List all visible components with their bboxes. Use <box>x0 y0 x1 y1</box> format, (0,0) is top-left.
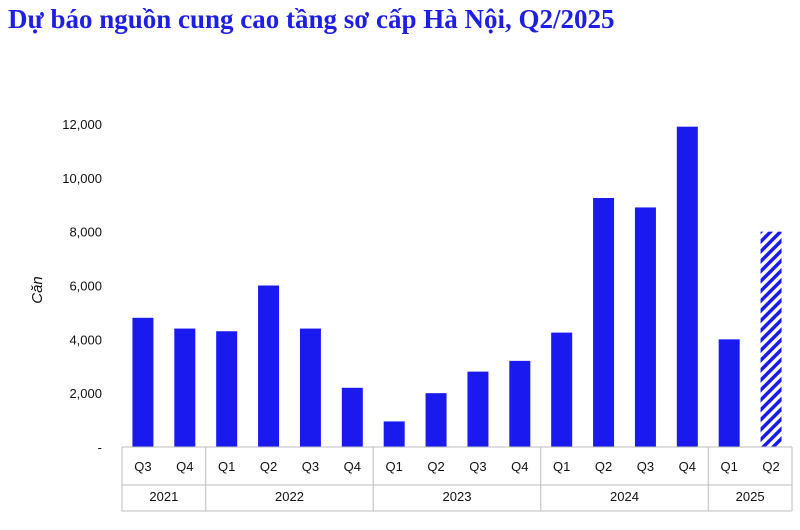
y-axis: - 2,000 4,000 6,000 8,000 10,000 12,000 <box>62 117 102 455</box>
x-tick-quarter: Q3 <box>302 459 319 474</box>
bar <box>467 371 489 447</box>
bar <box>299 328 321 447</box>
bar <box>341 387 363 447</box>
x-tick-quarter: Q3 <box>134 459 151 474</box>
bar <box>383 421 405 447</box>
x-axis: Q3 Q4 Q1 Q2 Q3 Q4 Q1 Q2 Q3 Q4 Q1 Q2 Q3 Q4 Q1 Q2 2021 2022… <box>121 446 793 512</box>
bars <box>132 126 782 448</box>
bar <box>258 285 280 447</box>
x-tick-quarter: Q3 <box>469 459 486 474</box>
y-tick-label: 6,000 <box>69 279 102 294</box>
x-tick-quarter: Q4 <box>176 459 193 474</box>
bar <box>425 393 447 447</box>
y-tick-label: 2,000 <box>69 386 102 401</box>
x-tick-quarter: Q4 <box>679 459 696 474</box>
bar-forecast <box>760 231 782 447</box>
x-tick-year: 2022 <box>275 489 304 504</box>
y-tick-label: - <box>98 440 102 455</box>
x-tick-year: 2023 <box>443 489 472 504</box>
bar <box>216 331 238 447</box>
x-tick-quarter: Q1 <box>721 459 738 474</box>
bar <box>718 339 740 447</box>
bar <box>676 126 698 448</box>
x-tick-quarter: Q2 <box>260 459 277 474</box>
x-tick-quarter: Q3 <box>637 459 654 474</box>
x-tick-quarter: Q1 <box>218 459 235 474</box>
x-tick-quarter: Q1 <box>386 459 403 474</box>
y-tick-label: 4,000 <box>69 332 102 347</box>
x-tick-quarter: Q4 <box>344 459 361 474</box>
bar <box>132 317 154 447</box>
x-tick-year: 2021 <box>149 489 178 504</box>
x-tick-year: 2025 <box>736 489 765 504</box>
x-tick-year: 2024 <box>610 489 639 504</box>
chart-title: Dự báo nguồn cung cao tầng sơ cấp Hà Nội… <box>8 4 615 34</box>
y-tick-label: 12,000 <box>62 117 102 132</box>
bar <box>509 360 531 447</box>
x-tick-quarter: Q2 <box>427 459 444 474</box>
y-axis-label: Căn <box>29 276 46 304</box>
y-tick-label: 10,000 <box>62 171 102 186</box>
x-tick-quarter: Q2 <box>595 459 612 474</box>
bar <box>634 207 656 447</box>
x-tick-quarter: Q4 <box>511 459 528 474</box>
bar <box>174 328 196 447</box>
bar <box>551 332 573 447</box>
x-tick-quarter: Q2 <box>762 459 779 474</box>
bar <box>593 198 615 447</box>
y-tick-label: 8,000 <box>69 225 102 240</box>
x-tick-quarter: Q1 <box>553 459 570 474</box>
